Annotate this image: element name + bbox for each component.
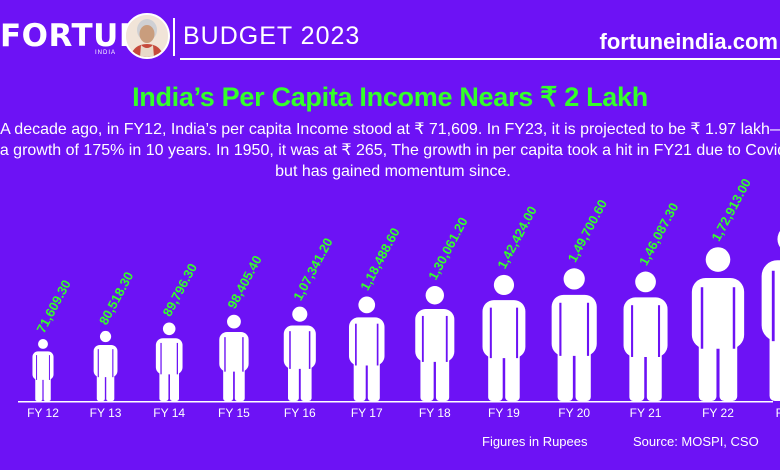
site-url: fortuneindia.com — [599, 29, 778, 54]
category-label: FY 14 — [153, 406, 185, 420]
value-label: 1,30,061.20 — [425, 215, 470, 283]
person-icon — [348, 296, 385, 401]
category-label: FY 18 — [419, 406, 451, 420]
value-label: 89,796.30 — [160, 261, 200, 319]
person-icon — [219, 314, 249, 401]
category-label: FY 20 — [558, 406, 590, 420]
portrait-image — [126, 15, 168, 57]
person-icon — [623, 271, 668, 401]
category-label: FY 16 — [284, 406, 316, 420]
person-icon — [93, 330, 118, 401]
value-label: 1,72,913.00 — [708, 176, 753, 244]
value-label: 1,07,341.20 — [290, 235, 335, 303]
category-label: FY 19 — [488, 406, 520, 420]
value-label: 1,49,700.60 — [565, 197, 610, 265]
person-icon — [283, 306, 316, 401]
finance-minister-portrait — [124, 13, 170, 59]
person-icon — [155, 322, 183, 401]
header-rule — [180, 58, 780, 60]
person-icon — [415, 286, 455, 401]
category-label: FY 21 — [630, 406, 662, 420]
value-label: 1,46,087.30 — [636, 200, 681, 268]
brand-logo-sub: INDIA — [95, 50, 117, 56]
section-label: BUDGET 2023 — [183, 22, 361, 50]
value-label: 80,518.30 — [96, 269, 136, 327]
category-label: FY 12 — [27, 406, 59, 420]
category-label: FY 15 — [218, 406, 250, 420]
category-label: FY 23 — [776, 406, 780, 420]
person-icon — [761, 231, 780, 401]
value-label: 98,405.40 — [224, 253, 264, 311]
category-label: FY 13 — [90, 406, 122, 420]
category-label: FY 17 — [351, 406, 383, 420]
baseline — [18, 401, 773, 403]
description: A decade ago, in FY12, India’s per capit… — [0, 121, 780, 180]
category-label: FY 22 — [702, 406, 734, 420]
units-note: Figures in Rupees — [482, 434, 588, 449]
headline: India’s Per Capita Income Nears ₹ 2 Lakh — [132, 82, 648, 112]
value-label: 1,18,488.60 — [357, 225, 402, 293]
person-icon — [482, 274, 526, 401]
person-icon — [32, 339, 54, 401]
person-icon — [691, 247, 745, 401]
person-icon — [551, 268, 597, 401]
value-label: 71,609.30 — [33, 277, 73, 335]
source-note: Source: MOSPI, CSO — [633, 434, 759, 449]
header-divider — [173, 18, 175, 56]
value-label: 1,42,424.00 — [494, 204, 539, 272]
